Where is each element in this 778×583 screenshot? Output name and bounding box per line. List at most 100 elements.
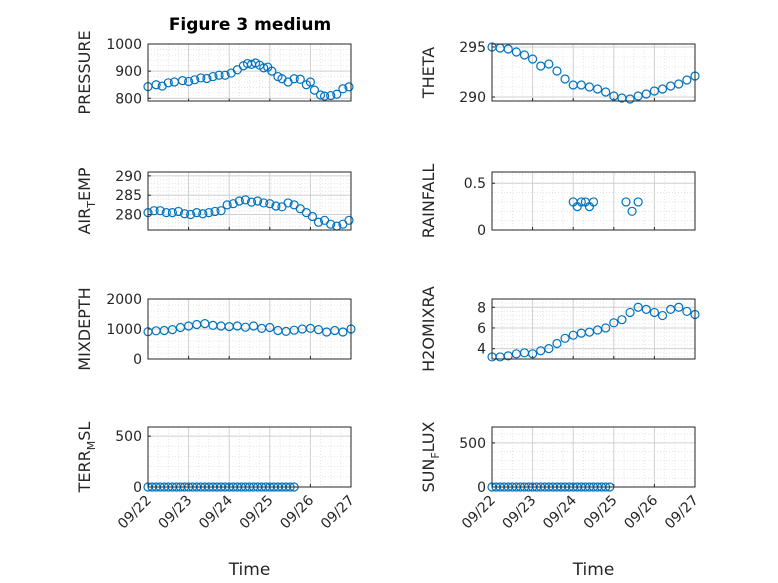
data-point xyxy=(179,209,190,219)
subplot-6: 0 500 TERRMSL 09/22 09/23 09/24 09/25 09/26 09/2… xyxy=(75,422,358,580)
data-point xyxy=(320,91,330,101)
data-point xyxy=(503,44,513,54)
data-point xyxy=(560,333,570,343)
y-tick-label: 500 xyxy=(115,429,142,445)
data-point xyxy=(633,302,643,312)
y-tick-label: 280 xyxy=(115,208,142,224)
y-tick-label: 0.5 xyxy=(464,176,486,192)
y-tick-label: 295 xyxy=(459,40,486,56)
data-point xyxy=(313,217,324,227)
subplot-1: 290 295 THETA xyxy=(419,40,700,106)
y-tick-label: 0 xyxy=(477,223,486,239)
y-tick-label: 290 xyxy=(115,169,142,185)
data-point xyxy=(527,54,538,64)
y-axis-label: RAINFALL xyxy=(419,164,438,239)
figure-title: Figure 3 medium xyxy=(169,15,331,35)
data-point xyxy=(289,74,299,84)
data-point xyxy=(344,215,354,225)
data-point xyxy=(621,197,631,207)
data-point xyxy=(265,199,275,209)
y-tick-label: 0 xyxy=(133,480,142,496)
data-point xyxy=(544,59,554,69)
x-tick-label: 09/26 xyxy=(277,492,317,532)
data-point xyxy=(601,323,611,333)
data-point xyxy=(592,325,603,335)
x-tick-label: 09/23 xyxy=(500,493,540,533)
data-point xyxy=(271,201,281,211)
y-tick-label: 2000 xyxy=(106,292,142,308)
y-axis-label: TERRMSL xyxy=(75,422,98,494)
x-tick-label: 09/25 xyxy=(581,493,621,533)
y-tick-label: 0 xyxy=(477,480,486,496)
data-point xyxy=(666,304,676,314)
x-axis-label: Time xyxy=(228,560,271,580)
data-point xyxy=(527,349,538,359)
x-tick-label: 09/26 xyxy=(621,492,661,532)
plot-area xyxy=(492,172,695,230)
data-point xyxy=(584,327,595,337)
data-point xyxy=(151,80,161,90)
data-point xyxy=(682,306,692,317)
data-point xyxy=(674,302,684,312)
data-point xyxy=(552,338,562,349)
y-axis-label: SUNFLUX xyxy=(419,421,442,492)
data-point xyxy=(295,74,305,84)
data-point xyxy=(682,75,692,85)
data-point xyxy=(315,90,326,100)
axes-box xyxy=(147,171,352,231)
data-point xyxy=(657,310,668,321)
axes-box xyxy=(491,298,696,360)
y-axis-label: AIRTEMP xyxy=(75,167,98,234)
data-point xyxy=(214,70,224,80)
data-point xyxy=(552,66,562,76)
data-point xyxy=(305,77,315,87)
data-point xyxy=(309,85,320,95)
axes-box xyxy=(147,43,352,102)
data-point xyxy=(625,94,635,104)
y-axis-label: THETA xyxy=(419,47,438,99)
data-point xyxy=(568,330,578,340)
data-point xyxy=(186,209,196,220)
data-point xyxy=(246,197,257,207)
data-point xyxy=(259,63,269,73)
data-point xyxy=(259,198,269,208)
x-tick-label: 09/24 xyxy=(540,492,580,532)
axes-box xyxy=(491,426,696,488)
series-markers xyxy=(568,197,643,216)
data-point xyxy=(240,195,251,205)
subplot-5: 4 6 8 H2OMIXRA xyxy=(419,286,700,372)
y-tick-label: 500 xyxy=(459,436,486,452)
data-point xyxy=(617,315,627,325)
data-point xyxy=(326,219,336,229)
data-point xyxy=(234,196,244,206)
data-point xyxy=(167,325,177,335)
y-tick-label: 6 xyxy=(477,321,486,337)
data-point xyxy=(283,198,293,208)
data-point xyxy=(202,73,212,84)
data-point xyxy=(313,325,324,335)
data-point xyxy=(161,208,171,218)
data-point xyxy=(267,66,277,76)
data-point xyxy=(248,321,259,331)
data-point xyxy=(576,197,586,207)
subplot-0: 800 900 1000 PRESSURE xyxy=(75,30,354,115)
subplot-3: 0 0.5 RAINFALL xyxy=(419,164,696,239)
data-point xyxy=(149,206,159,216)
data-point xyxy=(208,71,218,82)
subplot-7: 0 500 SUNFLUX 09/22 09/23 09/24 09/25 09/26 09/2… xyxy=(419,421,702,580)
data-point xyxy=(536,346,546,356)
data-point xyxy=(592,84,603,94)
data-point xyxy=(253,196,263,206)
x-tick-label: 09/27 xyxy=(662,493,702,533)
data-point xyxy=(625,307,635,318)
y-tick-label: 4 xyxy=(477,342,486,358)
x-tick-label: 09/22 xyxy=(459,493,499,533)
x-axis-label: Time xyxy=(572,560,615,580)
data-point xyxy=(167,208,177,218)
axes-box xyxy=(491,171,696,231)
data-point xyxy=(674,79,684,89)
y-tick-label: 900 xyxy=(115,64,142,80)
data-point xyxy=(173,206,184,217)
